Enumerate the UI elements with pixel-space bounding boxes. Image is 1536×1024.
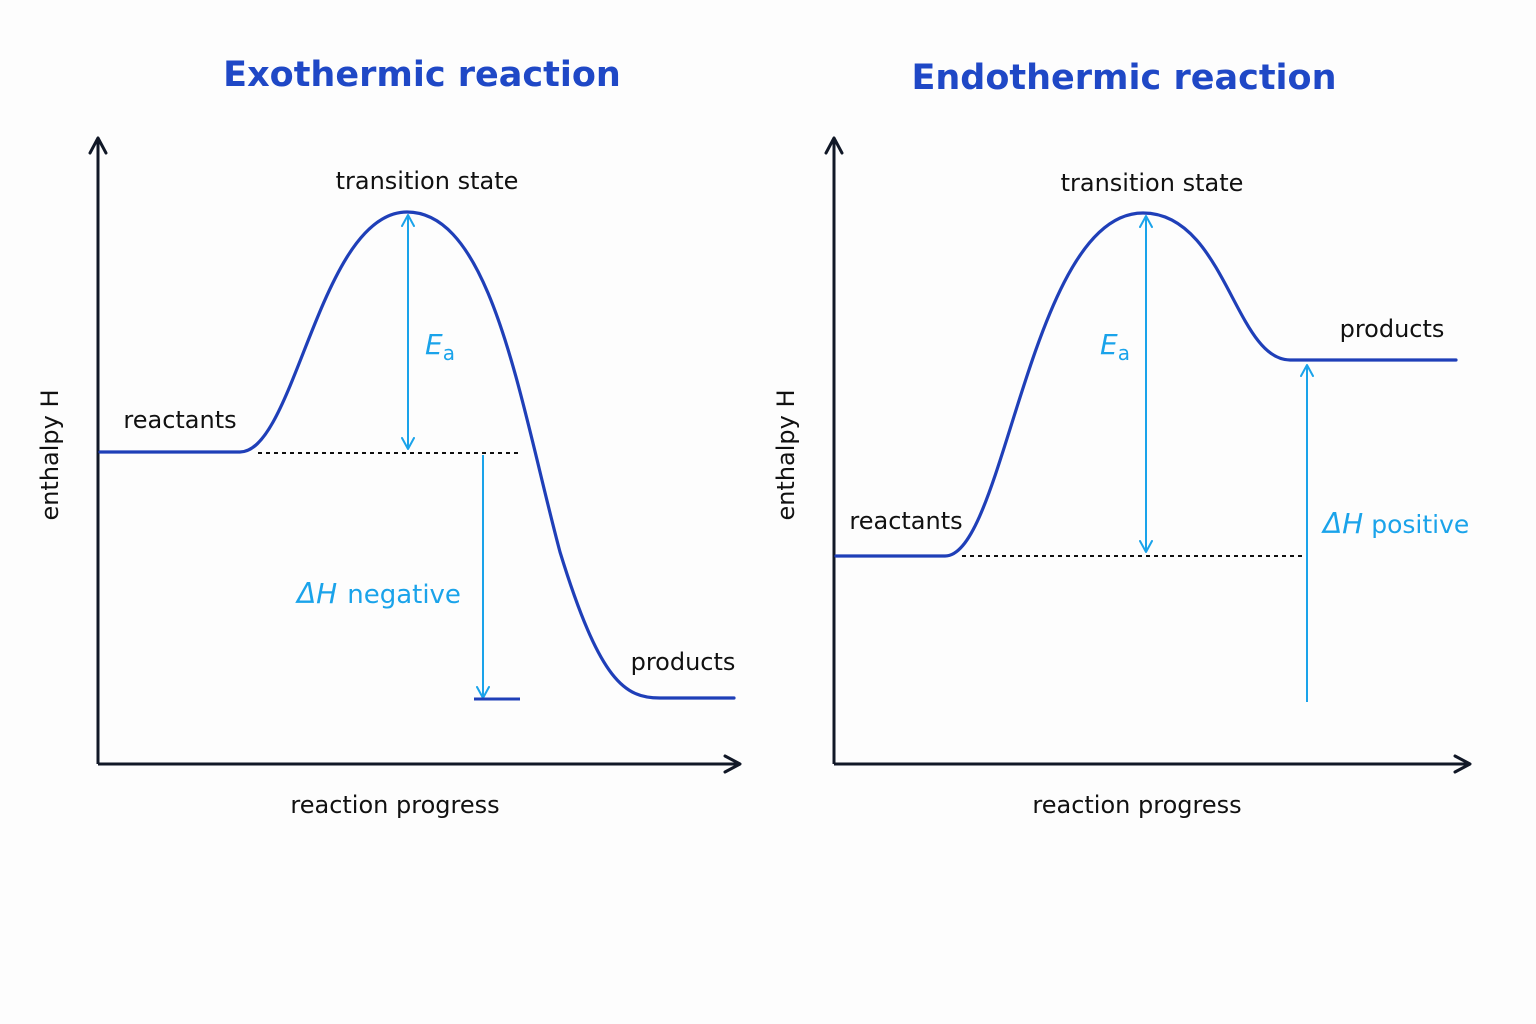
endo-x-axis-label: reaction progress (1032, 791, 1241, 819)
endothermic-title: Endothermic reaction (911, 58, 1336, 98)
exo-energy-curve (98, 210, 736, 700)
exo-x-axis-label: reaction progress (290, 791, 499, 819)
endo-transition-state-label: transition state (1061, 169, 1244, 197)
endo-dh-label: ΔH positive (1321, 507, 1469, 540)
endothermic-panel: Endothermic reaction enthalpy H reaction… (772, 58, 1472, 819)
exo-ea-subscript: a (443, 341, 455, 365)
endo-reactants-label: reactants (849, 507, 962, 535)
exo-reactants-label: reactants (123, 406, 236, 434)
exo-ea-symbol: E (425, 328, 443, 361)
exo-dh-text: negative (347, 580, 461, 610)
exo-transition-state-label: transition state (336, 167, 519, 195)
exo-y-axis-label: enthalpy H (36, 389, 64, 520)
exo-products-label: products (631, 648, 736, 676)
endo-ea-subscript: a (1118, 341, 1130, 365)
endo-products-label: products (1340, 315, 1445, 343)
exothermic-panel: Exothermic reaction enthalpy H reaction … (36, 55, 742, 819)
endo-dh-symbol: ΔH (1321, 507, 1363, 540)
endo-ea-symbol: E (1100, 328, 1118, 361)
endo-y-axis-label: enthalpy H (772, 389, 800, 520)
endo-ea-label: Ea (1100, 328, 1130, 365)
endo-energy-curve (834, 211, 1458, 558)
exo-dh-label: ΔH negative (295, 577, 461, 610)
exo-dh-symbol: ΔH (295, 577, 337, 610)
endo-dh-text: positive (1371, 510, 1469, 539)
exo-ea-label: Ea (425, 328, 455, 365)
exothermic-title: Exothermic reaction (223, 55, 621, 95)
